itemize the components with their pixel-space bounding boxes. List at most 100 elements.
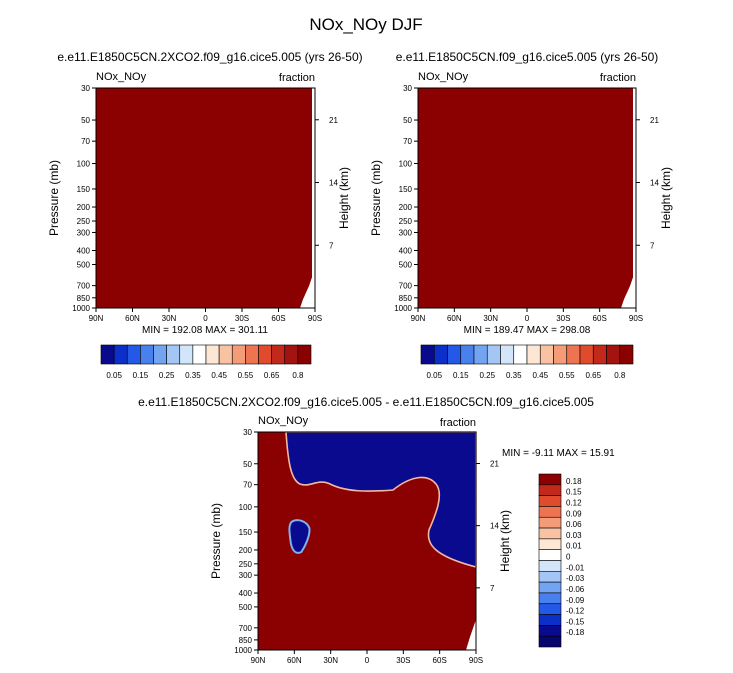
colorbar-swatch (473, 344, 488, 365)
x-tick-label: 30S (556, 314, 570, 323)
y-tick-label: 250 (239, 560, 253, 569)
panel-right-label: fraction (279, 72, 315, 84)
y-tick-label: 70 (243, 481, 252, 490)
y-tick-label: 50 (243, 460, 252, 469)
panel-left-label: NOx_NOy (418, 71, 469, 83)
colorbar-swatch (538, 614, 562, 626)
x-tick-label: 30N (323, 656, 338, 665)
x-tick-label: 60S (433, 656, 447, 665)
colorbar-swatch (538, 506, 562, 518)
colorbar-label: 0.8 (614, 371, 626, 380)
colorbar-swatch (606, 344, 621, 365)
colorbar-swatch (245, 344, 259, 365)
colorbar-swatch (271, 344, 286, 365)
colorbar-swatch (553, 344, 568, 365)
colorbar-swatch (192, 344, 207, 365)
colorbar-label: 0.55 (559, 371, 575, 380)
colorbar-swatch (538, 625, 562, 637)
colorbar-label: 0 (566, 553, 571, 562)
colorbar-swatch (486, 344, 501, 365)
colorbar-swatch (513, 344, 528, 365)
field-layer (258, 431, 477, 650)
colorbar-label: 0.25 (479, 371, 495, 380)
colorbar-swatch (539, 344, 554, 365)
y-tick-label: 1000 (234, 646, 252, 655)
y-tick-label: 100 (239, 503, 253, 512)
colorbar-label: 0.65 (585, 371, 601, 380)
panel-title: e.e11.E1850C5CN.f09_g16.cice5.005 (yrs 2… (396, 50, 659, 64)
colorbar-label: 0.18 (566, 477, 582, 486)
y-tick-label: 150 (77, 185, 91, 194)
colorbar-label: 0.55 (238, 371, 254, 380)
colorbar-swatch (538, 527, 562, 540)
x-tick-label: 90N (251, 656, 266, 665)
y-tick-label: 50 (81, 116, 90, 125)
y-tick-label: 100 (399, 160, 413, 169)
colorbar-swatch (619, 344, 634, 365)
y-tick-label: 70 (81, 137, 90, 146)
colorbar-swatch (179, 344, 194, 365)
x-tick-label: 90S (308, 314, 322, 323)
y-axis-title: Pressure (mb) (209, 503, 223, 579)
colorbar-label: -0.18 (566, 628, 585, 637)
colorbar-label: 0.15 (453, 371, 469, 380)
colorbar-swatch (258, 344, 272, 365)
x-tick-label: 0 (525, 314, 530, 323)
panel-stats: MIN = 189.47 MAX = 298.08 (464, 325, 591, 336)
height-tick-label: 7 (329, 241, 334, 250)
height-tick-label: 21 (490, 459, 499, 468)
colorbar-right: 0.05 0.15 0.25 0.35 0.45 0.55 0.65 0.8 (420, 344, 634, 380)
colorbar-label: 0.65 (264, 371, 280, 380)
colorbar-label: -0.03 (566, 574, 585, 583)
y-tick-label: 100 (77, 160, 91, 169)
panel-control: e.e11.E1850C5CN.f09_g16.cice5.005 (yrs 2… (369, 50, 673, 336)
y2-axis-title: Height (km) (498, 510, 512, 572)
y-tick-label: 500 (77, 261, 91, 270)
colorbar-swatch (566, 344, 581, 365)
main-title: NOx_NOy DJF (309, 15, 422, 34)
y-tick-label: 400 (77, 247, 91, 256)
colorbar-label: 0.45 (211, 371, 227, 380)
field-positive (418, 88, 633, 308)
y-tick-label: 1000 (394, 304, 412, 313)
colorbar-swatch (500, 344, 515, 365)
colorbar-difference: 0.18 0.150.12 0.09 0.06 0.03 0.01 0-0.01 -0.03 -… (538, 473, 585, 648)
height-tick-label: 14 (490, 522, 499, 531)
colorbar-label: 0.45 (532, 371, 548, 380)
colorbar-swatch (538, 603, 562, 615)
colorbar-swatch (140, 344, 154, 365)
y-tick-label: 850 (399, 294, 413, 303)
x-tick-label: 60N (287, 656, 302, 665)
y-axis-title: Pressure (mb) (369, 160, 383, 236)
panel-left-label: NOx_NOy (258, 415, 309, 427)
y-tick-label: 700 (399, 282, 413, 291)
colorbar-swatch (538, 571, 562, 583)
colorbar-swatch (592, 344, 607, 365)
x-tick-label: 30S (235, 314, 249, 323)
colorbar-swatch (447, 344, 462, 365)
colorbar-swatch (433, 344, 448, 365)
y2-axis-title: Height (km) (659, 167, 673, 229)
height-tick-label: 14 (329, 179, 338, 188)
field-negative-blob (288, 519, 311, 554)
height-tick-label: 14 (650, 179, 659, 188)
colorbar-label: 0.25 (159, 371, 175, 380)
field-negative-region (285, 431, 477, 569)
colorbar-swatch (538, 473, 562, 486)
colorbar-label: 0.15 (566, 488, 582, 497)
y-tick-label: 200 (77, 203, 91, 212)
y-tick-label: 70 (403, 137, 412, 146)
colorbar-label: -0.09 (566, 596, 585, 605)
x-tick-label: 60S (593, 314, 607, 323)
colorbar-swatch (420, 344, 435, 365)
colorbar-label: 0.03 (566, 531, 582, 540)
colorbar-label: 0.05 (106, 371, 122, 380)
colorbar-swatch (205, 344, 220, 365)
panel-difference: e.e11.E1850C5CN.2XCO2.f09_g16.cice5.005 … (138, 395, 615, 665)
height-tick-label: 21 (329, 116, 338, 125)
colorbar-swatch (538, 635, 562, 648)
x-tick-label: 0 (203, 314, 208, 323)
colorbar-label: 0.35 (506, 371, 522, 380)
panel-2xco2: e.e11.E1850C5CN.2XCO2.f09_g16.cice5.005 … (47, 50, 363, 336)
